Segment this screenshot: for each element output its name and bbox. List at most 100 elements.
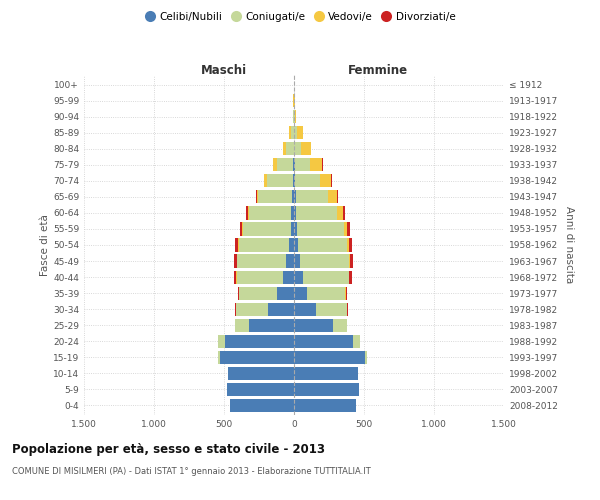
Bar bbox=[220, 350, 294, 364]
Bar bbox=[310, 158, 322, 172]
Bar bbox=[328, 190, 337, 203]
Bar bbox=[337, 190, 338, 203]
Bar bbox=[226, 334, 294, 348]
Bar bbox=[316, 302, 347, 316]
Bar bbox=[238, 286, 239, 300]
Bar bbox=[230, 399, 294, 412]
Bar bbox=[349, 254, 350, 268]
Bar bbox=[301, 142, 311, 156]
Bar bbox=[307, 286, 345, 300]
Bar bbox=[294, 286, 307, 300]
Bar bbox=[249, 318, 294, 332]
Text: Popolazione per età, sesso e stato civile - 2013: Popolazione per età, sesso e stato civil… bbox=[12, 442, 325, 456]
Legend: Celibi/Nubili, Coniugati/e, Vedovi/e, Divorziati/e: Celibi/Nubili, Coniugati/e, Vedovi/e, Di… bbox=[140, 8, 460, 26]
Bar bbox=[294, 158, 295, 172]
Y-axis label: Anni di nascita: Anni di nascita bbox=[563, 206, 574, 284]
Bar bbox=[274, 158, 277, 172]
Bar bbox=[297, 126, 302, 140]
Bar bbox=[238, 254, 286, 268]
Bar bbox=[294, 254, 301, 268]
Bar bbox=[286, 254, 294, 268]
Bar bbox=[365, 350, 367, 364]
Bar bbox=[296, 190, 328, 203]
Bar bbox=[249, 206, 291, 220]
Bar bbox=[294, 206, 296, 220]
Bar bbox=[293, 174, 294, 188]
Bar bbox=[235, 302, 236, 316]
Bar bbox=[331, 174, 332, 188]
Bar bbox=[242, 222, 243, 235]
Bar bbox=[295, 174, 320, 188]
Bar bbox=[294, 350, 365, 364]
Bar bbox=[337, 206, 343, 220]
Bar bbox=[294, 383, 359, 396]
Bar bbox=[239, 286, 277, 300]
Bar bbox=[264, 174, 266, 188]
Bar bbox=[303, 270, 349, 283]
Bar bbox=[218, 350, 220, 364]
Bar bbox=[291, 206, 294, 220]
Bar bbox=[289, 238, 294, 252]
Bar bbox=[235, 254, 237, 268]
Bar bbox=[294, 399, 356, 412]
Bar bbox=[298, 238, 347, 252]
Bar bbox=[235, 270, 236, 283]
Bar bbox=[343, 206, 345, 220]
Bar bbox=[346, 286, 347, 300]
Bar bbox=[246, 206, 248, 220]
Bar bbox=[333, 318, 347, 332]
Bar bbox=[353, 334, 359, 348]
Bar bbox=[239, 238, 289, 252]
Bar bbox=[295, 142, 301, 156]
Text: COMUNE DI MISILMERI (PA) - Dati ISTAT 1° gennaio 2013 - Elaborazione TUTTITALIA.: COMUNE DI MISILMERI (PA) - Dati ISTAT 1°… bbox=[12, 468, 371, 476]
Bar bbox=[294, 190, 296, 203]
Bar bbox=[295, 126, 297, 140]
Bar bbox=[283, 142, 286, 156]
Bar bbox=[295, 158, 310, 172]
Bar bbox=[235, 238, 238, 252]
Bar bbox=[238, 238, 239, 252]
Bar bbox=[294, 174, 295, 188]
Bar bbox=[347, 302, 349, 316]
Bar bbox=[294, 270, 303, 283]
Bar bbox=[267, 174, 293, 188]
Bar bbox=[292, 190, 294, 203]
Bar bbox=[347, 222, 350, 235]
Bar bbox=[295, 110, 296, 124]
Bar bbox=[294, 302, 316, 316]
Text: Femmine: Femmine bbox=[348, 64, 408, 76]
Bar bbox=[344, 222, 347, 235]
Bar bbox=[290, 222, 294, 235]
Bar bbox=[289, 126, 290, 140]
Bar bbox=[283, 270, 294, 283]
Y-axis label: Fasce di età: Fasce di età bbox=[40, 214, 50, 276]
Bar bbox=[350, 254, 353, 268]
Bar bbox=[349, 238, 352, 252]
Bar bbox=[235, 318, 249, 332]
Bar bbox=[243, 222, 290, 235]
Bar bbox=[228, 366, 294, 380]
Bar bbox=[293, 158, 294, 172]
Bar bbox=[258, 190, 292, 203]
Bar bbox=[349, 270, 352, 283]
Bar bbox=[294, 110, 295, 124]
Bar bbox=[297, 222, 344, 235]
Bar bbox=[236, 302, 268, 316]
Bar bbox=[294, 222, 297, 235]
Bar bbox=[227, 383, 294, 396]
Bar bbox=[218, 334, 226, 348]
Bar bbox=[294, 366, 358, 380]
Bar bbox=[301, 254, 349, 268]
Bar bbox=[294, 238, 298, 252]
Bar bbox=[286, 142, 293, 156]
Bar bbox=[320, 174, 331, 188]
Bar bbox=[236, 270, 283, 283]
Bar bbox=[248, 206, 249, 220]
Bar bbox=[277, 286, 294, 300]
Bar bbox=[256, 190, 257, 203]
Bar bbox=[294, 318, 333, 332]
Text: Maschi: Maschi bbox=[201, 64, 247, 76]
Bar bbox=[268, 302, 294, 316]
Bar bbox=[290, 126, 293, 140]
Bar bbox=[277, 158, 293, 172]
